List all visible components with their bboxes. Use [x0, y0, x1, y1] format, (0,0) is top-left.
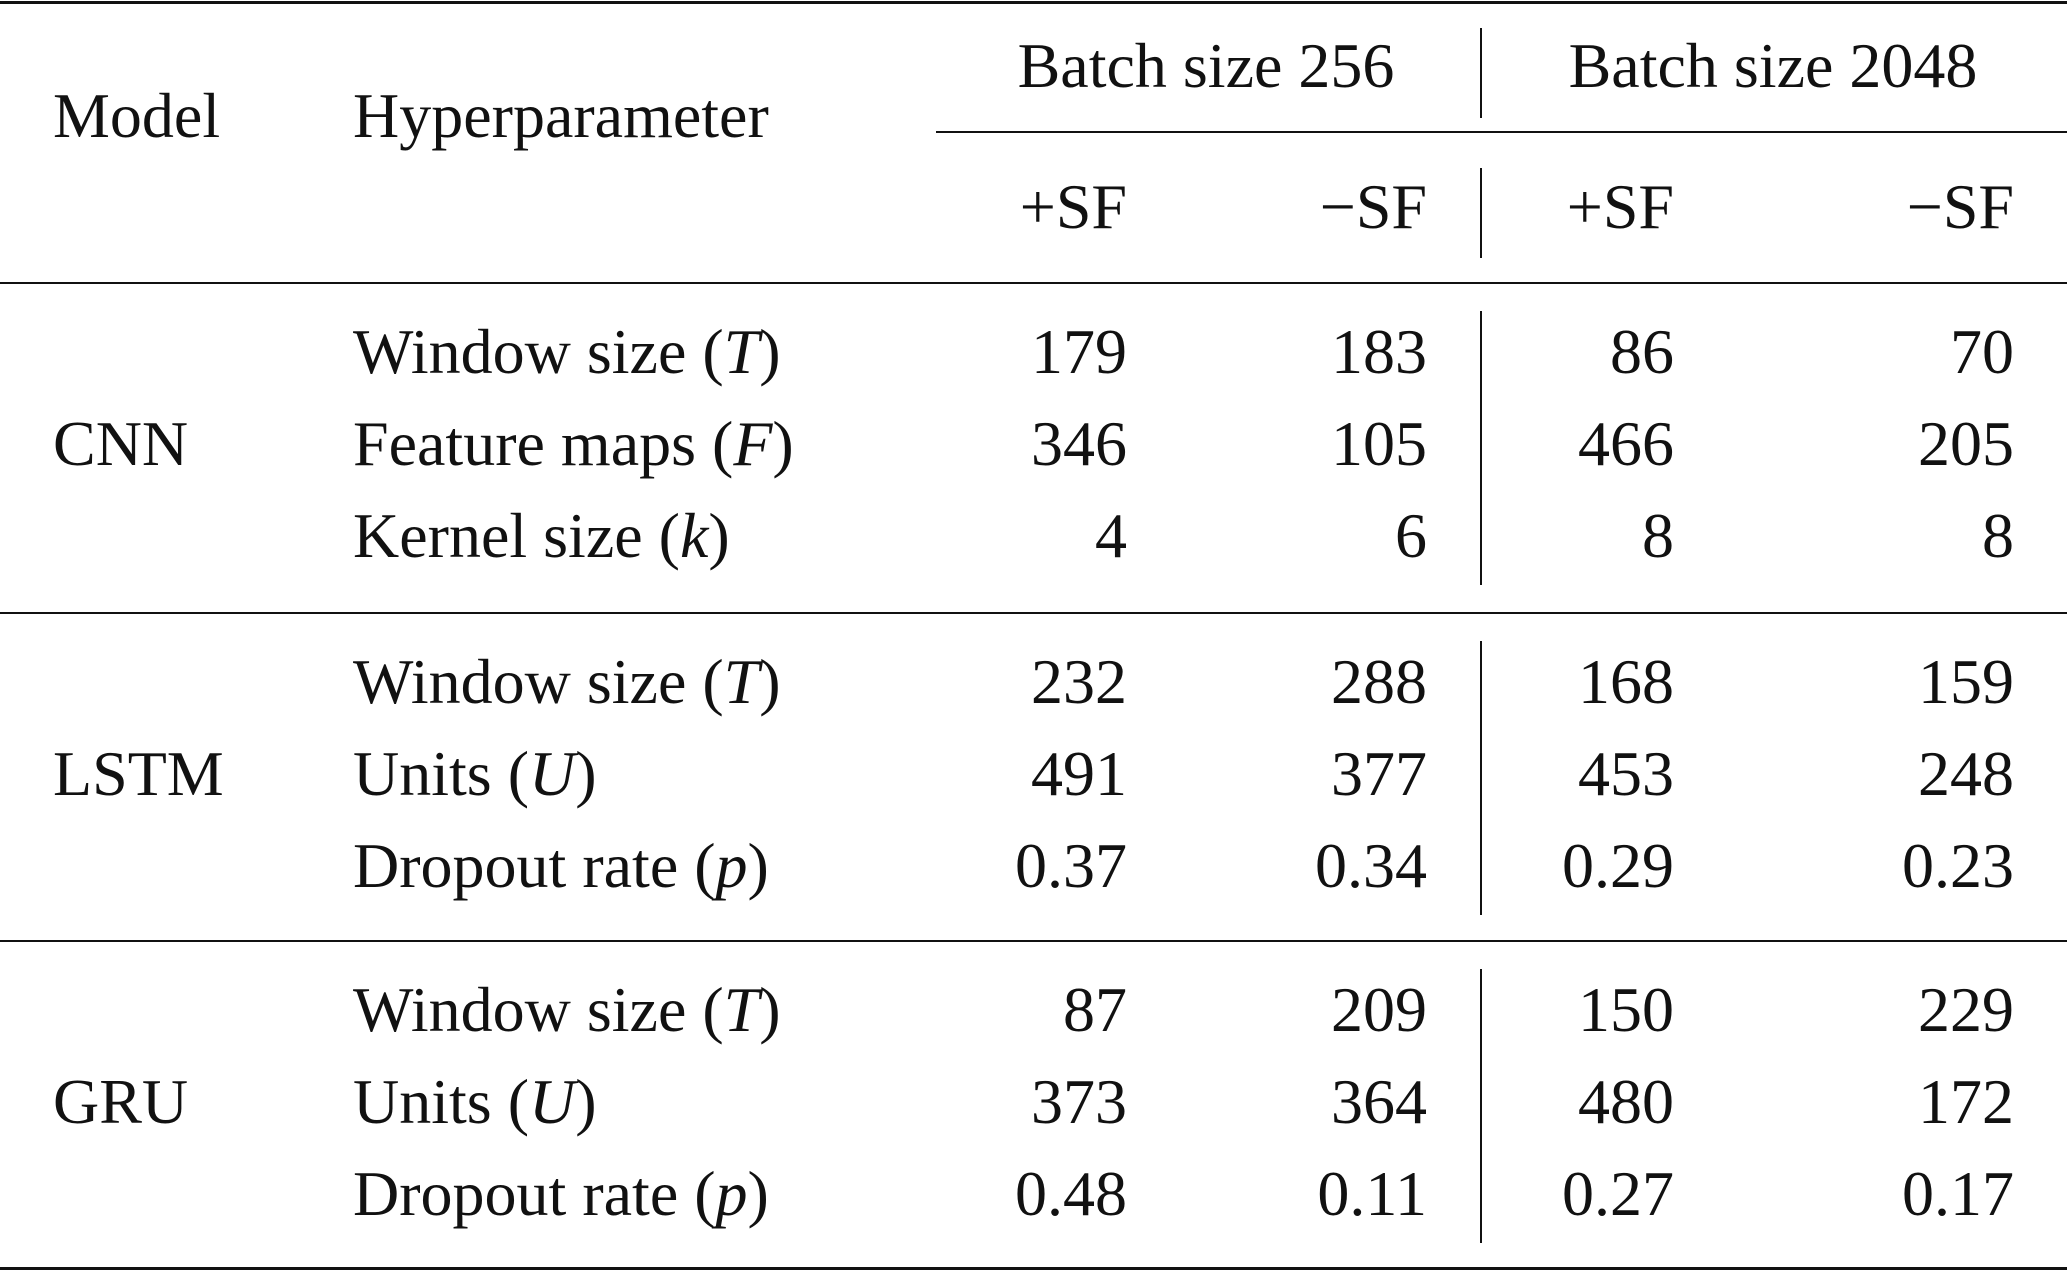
value-cell: 0.17 — [1902, 1158, 2014, 1229]
value-cell: 288 — [1331, 646, 1427, 717]
hyperparameter-text: ) — [708, 500, 730, 571]
symbol: T — [723, 646, 760, 717]
value-cell: 0.48 — [1015, 1158, 1127, 1229]
value-cell: 172 — [1918, 1066, 2014, 1137]
hyperparameter-cell: Kernel size (k) — [353, 496, 730, 576]
value-cell: 4 — [1095, 500, 1127, 571]
hyperparameter-text: ) — [747, 830, 769, 901]
hyperparameter-text: Feature maps ( — [353, 408, 734, 479]
group-header: Batch size 2048 — [1568, 30, 1978, 101]
value-cell: 248 — [1918, 738, 2014, 809]
hyperparameter-text: ) — [759, 316, 781, 387]
value-cell: 183 — [1331, 316, 1427, 387]
hyperparameter-text: Dropout rate ( — [353, 830, 716, 901]
hyperparameter-cell: Dropout rate (p) — [353, 1154, 769, 1234]
value-cell: 87 — [1063, 974, 1127, 1045]
symbol: U — [529, 1066, 576, 1137]
value-cell: 159 — [1918, 646, 2014, 717]
value-cell: 229 — [1918, 974, 2014, 1045]
value-cell: 491 — [1031, 738, 1127, 809]
value-cell: 6 — [1395, 500, 1427, 571]
header-model: Model — [53, 80, 221, 151]
value-cell: 480 — [1578, 1066, 1674, 1137]
hyperparameter-cell: Window size (T) — [353, 312, 781, 392]
hyperparameter-cell: Feature maps (F) — [353, 404, 794, 484]
value-cell: 377 — [1331, 738, 1427, 809]
hyperparameter-cell: Units (U) — [353, 734, 597, 814]
model-name: CNN — [53, 408, 189, 479]
symbol: F — [733, 408, 773, 479]
value-cell: 8 — [1982, 500, 2014, 571]
value-cell: 0.37 — [1015, 830, 1127, 901]
value-cell: 209 — [1331, 974, 1427, 1045]
value-cell: 0.34 — [1315, 830, 1427, 901]
symbol: T — [723, 316, 760, 387]
vertical-rule — [1480, 168, 1482, 258]
value-cell: 179 — [1031, 316, 1127, 387]
horizontal-rule — [0, 1267, 2067, 1270]
value-cell: 0.23 — [1902, 830, 2014, 901]
hyperparameter-text: ) — [759, 974, 781, 1045]
subcolumn-header: −SF — [1319, 171, 1427, 242]
horizontal-rule — [0, 612, 2067, 614]
symbol: U — [529, 738, 576, 809]
hyperparameter-text: ) — [772, 408, 794, 479]
vertical-rule — [1480, 969, 1482, 1243]
group-header: Batch size 256 — [1017, 30, 1395, 101]
hyperparameter-text: Kernel size ( — [353, 500, 680, 571]
value-cell: 105 — [1331, 408, 1427, 479]
hyperparameter-text: Units ( — [353, 738, 529, 809]
vertical-rule — [1480, 28, 1482, 118]
symbol: p — [715, 830, 748, 901]
value-cell: 466 — [1578, 408, 1674, 479]
hyperparameter-cell: Units (U) — [353, 1062, 597, 1142]
value-cell: 86 — [1610, 316, 1674, 387]
hyperparameter-text: Window size ( — [353, 316, 724, 387]
hyperparameter-text: Window size ( — [353, 646, 724, 717]
hyperparameter-text: ) — [575, 1066, 597, 1137]
value-cell: 150 — [1578, 974, 1674, 1045]
value-cell: 0.11 — [1317, 1158, 1427, 1229]
value-cell: 0.29 — [1562, 830, 1674, 901]
subcolumn-header: −SF — [1906, 171, 2014, 242]
hyperparameter-text: Window size ( — [353, 974, 724, 1045]
subcolumn-header: +SF — [1566, 171, 1674, 242]
vertical-rule — [1480, 641, 1482, 915]
hyperparameter-text: ) — [575, 738, 597, 809]
vertical-rule — [1480, 311, 1482, 585]
value-cell: 453 — [1578, 738, 1674, 809]
hyperparameter-text: ) — [759, 646, 781, 717]
value-cell: 168 — [1578, 646, 1674, 717]
value-cell: 70 — [1950, 316, 2014, 387]
horizontal-rule — [0, 1, 2067, 4]
horizontal-rule — [936, 131, 2067, 133]
hyperparameter-cell: Dropout rate (p) — [353, 826, 769, 906]
hyperparameter-text: Dropout rate ( — [353, 1158, 716, 1229]
value-cell: 232 — [1031, 646, 1127, 717]
value-cell: 8 — [1642, 500, 1674, 571]
value-cell: 346 — [1031, 408, 1127, 479]
value-cell: 364 — [1331, 1066, 1427, 1137]
value-cell: 373 — [1031, 1066, 1127, 1137]
model-name: LSTM — [53, 738, 224, 809]
horizontal-rule — [0, 940, 2067, 942]
hyperparameter-cell: Window size (T) — [353, 970, 781, 1050]
hyperparameter-text: ) — [747, 1158, 769, 1229]
value-cell: 205 — [1918, 408, 2014, 479]
symbol: k — [679, 500, 709, 571]
value-cell: 0.27 — [1562, 1158, 1674, 1229]
hyperparameter-text: Units ( — [353, 1066, 529, 1137]
model-name: GRU — [53, 1066, 189, 1137]
header-hyperparameter: Hyperparameter — [353, 80, 769, 151]
subcolumn-header: +SF — [1019, 171, 1127, 242]
symbol: T — [723, 974, 760, 1045]
hyperparameter-cell: Window size (T) — [353, 642, 781, 722]
horizontal-rule — [0, 282, 2067, 284]
symbol: p — [715, 1158, 748, 1229]
